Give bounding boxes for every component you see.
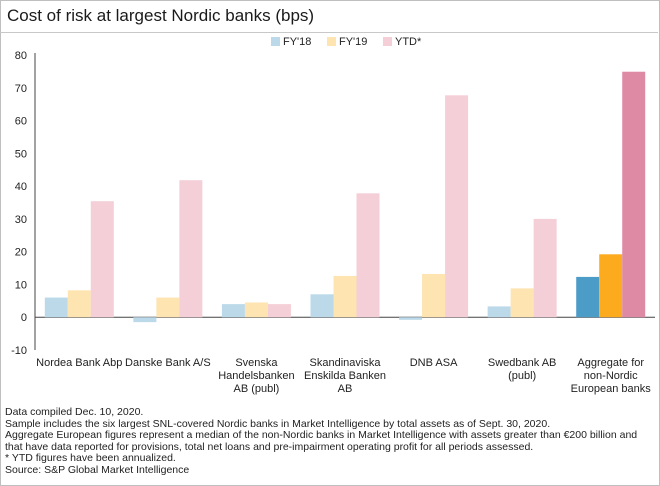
x-category-label-line: AB xyxy=(338,383,353,395)
footnote-source: Source: S&P Global Market Intelligence xyxy=(5,463,190,476)
bar-ytd xyxy=(356,193,380,318)
bar-fy19 xyxy=(333,275,357,318)
legend-label: FY'18 xyxy=(283,36,311,48)
x-category-label-line: Skandinaviska xyxy=(310,357,382,369)
bar-fy18 xyxy=(399,317,423,320)
legend-swatch xyxy=(327,37,336,46)
x-category-label-line: Nordea Bank Abp xyxy=(36,357,122,369)
y-tick-label: -10 xyxy=(11,345,27,357)
legend-swatch xyxy=(383,37,392,46)
footnote-aggregate-cont: that have data reported for provisions, … xyxy=(5,440,534,453)
y-tick-label: 80 xyxy=(15,50,27,62)
bar-ytd xyxy=(533,218,557,318)
legend-label: YTD* xyxy=(395,36,422,48)
bar-fy18 xyxy=(221,304,245,318)
bar-fy19 xyxy=(67,290,91,318)
x-category-label-line: European banks xyxy=(571,383,652,395)
footnote-sample: Sample includes the six largest SNL-cove… xyxy=(5,417,551,430)
x-category-label-line: DNB ASA xyxy=(410,357,458,369)
x-category-label-line: Handelsbanken xyxy=(218,370,294,382)
bar-fy19 xyxy=(244,302,268,318)
bar-fy18 xyxy=(133,317,157,323)
y-tick-label: 40 xyxy=(15,181,27,193)
x-category-label: DNB ASA xyxy=(410,357,458,369)
x-category-label: Swedbank AB (publ) xyxy=(488,357,557,382)
y-tick-label: 10 xyxy=(15,279,27,291)
bar-fy19 xyxy=(599,254,623,318)
x-category-label-line: Svenska xyxy=(235,357,278,369)
x-category-label: Skandinaviska Enskilda Banken AB xyxy=(304,357,386,395)
bar-fy19 xyxy=(422,273,446,318)
bar-ytd xyxy=(267,304,291,318)
y-tick-label: 60 xyxy=(15,116,27,128)
bar-fy19 xyxy=(156,297,180,318)
y-tick-label: 0 xyxy=(21,312,27,324)
legend-label: FY'19 xyxy=(339,36,367,48)
x-category-label-line: non-Nordic xyxy=(584,370,638,382)
footnote-aggregate: Aggregate European figures represent a m… xyxy=(5,429,638,442)
bar-fy18 xyxy=(487,306,511,318)
x-category-label-line: Aggregate for xyxy=(577,357,644,369)
bar-ytd xyxy=(445,95,469,318)
bar-chart: -10 0 10 20 30 40 50 60 70 80 Nordea Bank Abp Dansk… xyxy=(11,36,655,395)
y-tick-label: 70 xyxy=(15,83,27,95)
x-category-label-line: Enskilda Banken xyxy=(304,370,386,382)
x-category-label: Svenska Handelsbanken AB (publ) xyxy=(218,357,294,395)
y-tick-label: 30 xyxy=(15,214,27,226)
x-category-label-line: AB (publ) xyxy=(233,383,279,395)
title-divider xyxy=(0,32,658,33)
bar-fy18 xyxy=(310,294,334,318)
y-tick-label: 50 xyxy=(15,148,27,160)
x-category-label: Danske Bank A/S xyxy=(125,357,211,369)
x-category-label: Nordea Bank Abp xyxy=(36,357,122,369)
x-category-label: Aggregate for non-Nordic European banks xyxy=(571,357,652,395)
x-category-label-line: (publ) xyxy=(508,370,536,382)
bar-fy18 xyxy=(44,297,68,318)
bar-ytd xyxy=(90,201,114,318)
chart-footnotes: Data compiled Dec. 10, 2020. Sample incl… xyxy=(5,406,653,477)
bar-fy18 xyxy=(576,276,600,318)
footnote-date: Data compiled Dec. 10, 2020. xyxy=(5,406,144,418)
bar-ytd xyxy=(179,180,203,318)
legend-swatch xyxy=(271,37,280,46)
x-category-label-line: Danske Bank A/S xyxy=(125,357,211,369)
footnote-ytd: * YTD figures have been annualized. xyxy=(5,452,176,465)
bar-ytd xyxy=(622,71,646,318)
bar-fy19 xyxy=(510,288,534,318)
y-tick-label: 20 xyxy=(15,247,27,259)
x-category-label-line: Swedbank AB xyxy=(488,357,557,369)
chart-title: Cost of risk at largest Nordic banks (bp… xyxy=(7,6,315,25)
